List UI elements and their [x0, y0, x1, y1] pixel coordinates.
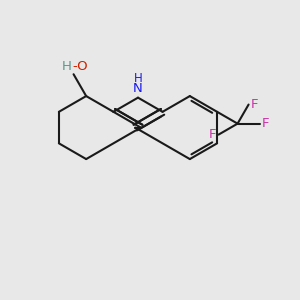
Text: H: H	[134, 72, 142, 85]
Text: F: F	[262, 117, 269, 130]
Text: H: H	[62, 60, 72, 73]
Text: N: N	[133, 82, 143, 95]
Text: F: F	[251, 98, 259, 111]
Text: -O: -O	[72, 60, 88, 73]
Text: F: F	[208, 128, 216, 141]
